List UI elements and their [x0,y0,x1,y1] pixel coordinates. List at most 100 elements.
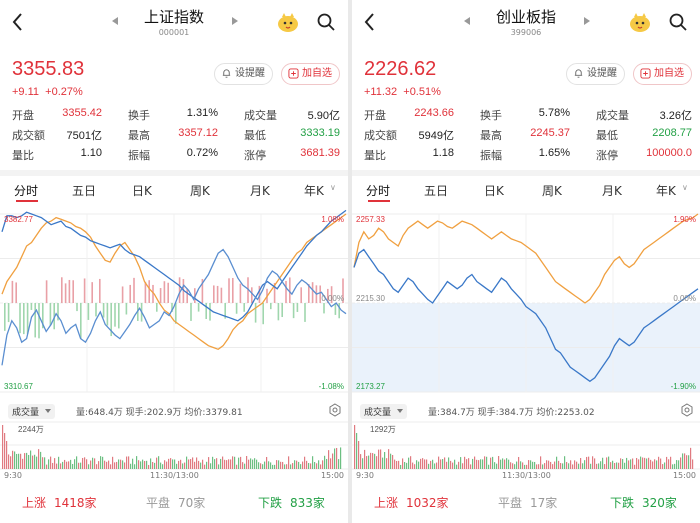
volume-bar [678,460,680,469]
fund-flow-bar [38,303,40,339]
breadth-item: 上涨 1032家 [374,494,449,511]
time-start: 9:30 [356,471,374,480]
volume-bar [542,464,544,469]
volume-bar [392,455,394,469]
volume-bar [126,456,128,469]
volume-bar [322,460,324,469]
volume-bar [60,463,62,469]
volume-bar [556,456,558,469]
volume-bar [516,461,518,469]
volume-bar [508,459,510,469]
tab-5[interactable]: 年K [656,184,676,198]
fund-flow-bar [224,303,226,319]
stat-label: 换手 [128,109,150,122]
fund-flow-bar [80,303,82,340]
tab-3[interactable]: 周K [542,184,562,198]
stats-row: 成交额 7501亿 最高 3357.12 最低 3333.19 [12,124,340,144]
stat-value: 0.72% [186,147,218,159]
set-reminder-button[interactable]: 设提醒 [566,63,625,85]
fund-flow-bar [327,288,329,303]
volume-bar [522,462,524,469]
tab-1[interactable]: 五日 [424,184,449,198]
volume-bar [648,457,650,469]
volume-bar [528,460,530,469]
fund-flow-bar [144,281,147,303]
tab-2[interactable]: 日K [132,184,152,198]
gear-icon[interactable] [680,403,694,417]
volume-chart: 2244万 [0,421,348,470]
volume-bar [456,464,458,469]
volume-bar [654,459,656,469]
volume-bar [552,464,554,469]
prev-index-arrow-icon[interactable] [112,17,118,25]
volume-bar [442,459,444,469]
volume-bar [546,460,548,469]
tab-4[interactable]: 月K [602,184,622,198]
volume-bar [234,456,236,469]
add-watchlist-button[interactable]: 加自选 [281,63,340,85]
tab-4[interactable]: 月K [250,184,270,198]
prev-index-arrow-icon[interactable] [464,17,470,25]
volume-bar [278,460,280,469]
fund-flow-bar [72,280,74,303]
back-arrow-icon[interactable] [8,10,28,34]
stat-label: 成交额 [12,129,45,142]
back-arrow-icon[interactable] [360,10,380,34]
volume-bar [232,456,234,469]
volume-bar [600,461,602,469]
volume-bar [318,460,320,469]
volume-bar [70,459,72,469]
volume-bar [530,460,532,469]
volume-indicator-select[interactable]: 成交量 [360,404,408,419]
volume-bar [564,456,566,469]
next-index-arrow-icon[interactable] [584,17,590,25]
mascot-icon[interactable] [276,10,300,34]
bell-icon [222,69,231,78]
set-reminder-button[interactable]: 设提醒 [214,63,273,85]
tab-2[interactable]: 日K [484,184,504,198]
volume-bar [560,462,562,469]
gear-icon[interactable] [328,403,342,417]
fund-flow-bar [148,280,150,303]
add-watchlist-button[interactable]: 加自选 [633,63,692,85]
volume-bar [430,460,432,469]
volume-bar [150,458,152,469]
chevron-down-icon[interactable]: ∨ [682,183,688,192]
tab-0[interactable]: 分时 [366,184,391,198]
volume-bar [570,460,572,469]
fund-flow-bar [216,285,219,303]
volume-bar [64,459,66,469]
volume-bar [676,460,678,469]
intraday-chart: 3382.77 3310.67 1.08% 0.00% -1.08% [0,209,348,393]
breadth-label: 平盘 [498,496,523,510]
volume-bar [544,463,546,469]
mascot-icon[interactable] [628,10,652,34]
stat-value: 7501亿 [66,130,102,142]
volume-bar [46,464,48,469]
tab-1[interactable]: 五日 [72,184,97,198]
chevron-down-icon[interactable]: ∨ [330,183,336,192]
volume-bar [682,453,684,469]
volume-bar [368,455,370,469]
volume-bar [680,457,682,469]
volume-indicator-select[interactable]: 成交量 [8,404,56,419]
volume-bar [596,463,598,469]
plus-box-icon [640,68,651,79]
index-title: 上证指数 [143,8,204,26]
search-icon[interactable] [668,12,688,32]
volume-bar [438,456,440,469]
volume-bar [568,463,570,469]
tab-0[interactable]: 分时 [14,184,39,198]
search-icon[interactable] [316,12,336,32]
tab-5[interactable]: 年K [304,184,324,198]
stat-value: 1.31% [186,107,218,119]
volume-bar [406,462,408,469]
volume-bar [446,461,448,469]
volume-bar [332,453,334,469]
next-index-arrow-icon[interactable] [232,17,238,25]
fund-flow-bar [304,303,306,322]
fund-flow-bar [167,282,169,303]
volume-bar [198,460,200,469]
tab-3[interactable]: 周K [190,184,210,198]
volume-info: 量:648.4万 现手:202.9万 均价:3379.81 [76,408,243,418]
